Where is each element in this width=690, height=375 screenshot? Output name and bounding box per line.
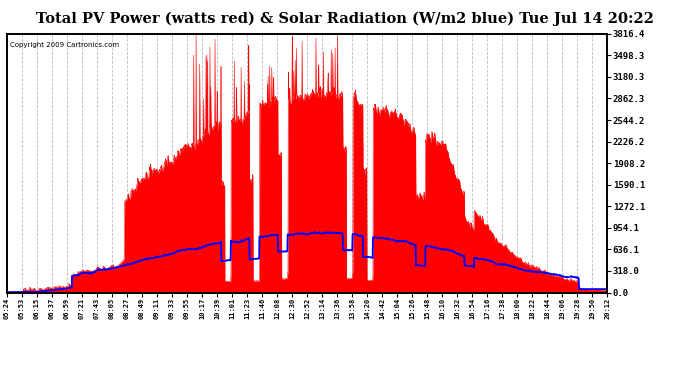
- Text: Total PV Power (watts red) & Solar Radiation (W/m2 blue) Tue Jul 14 20:22: Total PV Power (watts red) & Solar Radia…: [36, 11, 654, 26]
- Text: Copyright 2009 Cartronics.com: Copyright 2009 Cartronics.com: [10, 42, 119, 48]
